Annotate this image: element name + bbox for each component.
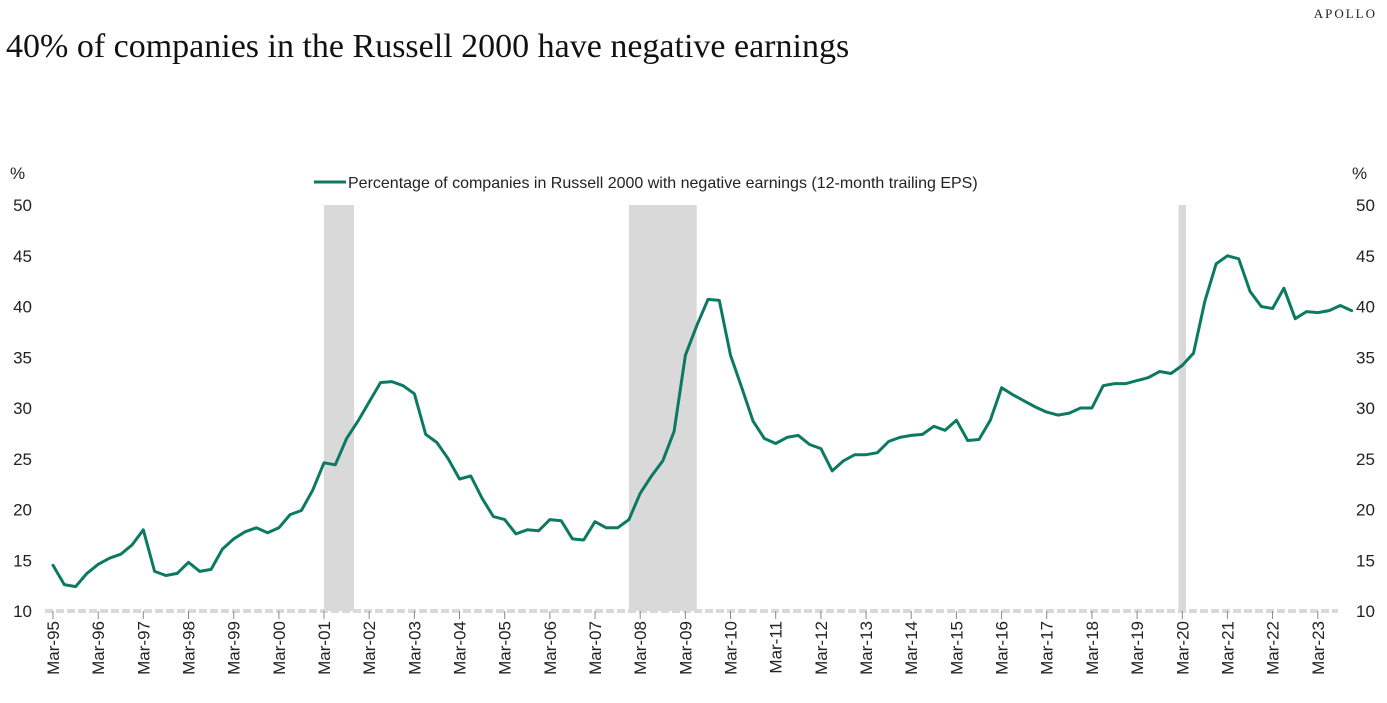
x-tick-label: Mar-97 [134, 621, 153, 675]
x-tick-label: Mar-99 [225, 621, 244, 675]
y-tick-label-right: 25 [1356, 450, 1375, 469]
x-tick-label: Mar-07 [586, 621, 605, 675]
x-tick-label: Mar-05 [496, 621, 515, 675]
x-tick-label: Mar-12 [812, 621, 831, 675]
x-tick-label: Mar-96 [89, 621, 108, 675]
y-tick-label-left: 10 [13, 602, 32, 621]
y-tick-label-right: 15 [1356, 551, 1375, 570]
legend-label: Percentage of companies in Russell 2000 … [348, 175, 978, 192]
x-tick-label: Mar-04 [451, 621, 470, 675]
x-tick-label: Mar-95 [44, 621, 63, 675]
y-tick-label-left: 40 [13, 298, 32, 317]
series-layer [51, 254, 1354, 589]
x-tick-label: Mar-19 [1128, 621, 1147, 675]
y-axis-unit-left: % [10, 164, 25, 183]
y-tick-label-left: 45 [13, 247, 32, 266]
y-tick-label-left: 25 [13, 450, 32, 469]
y-axis-unit-right: % [1352, 164, 1367, 183]
x-tick-label: Mar-21 [1218, 621, 1237, 675]
recession-band-1 [324, 205, 355, 611]
y-tick-label-right: 10 [1356, 602, 1375, 621]
x-tick-label: Mar-00 [270, 621, 289, 675]
y-tick-label-left: 15 [13, 551, 32, 570]
x-tick-label: Mar-14 [902, 621, 921, 675]
x-tick-label: Mar-08 [631, 621, 650, 675]
y-tick-label-right: 35 [1356, 348, 1375, 367]
x-tick-label: Mar-11 [767, 621, 786, 674]
axes: 10 10 15 15 20 20 25 25 30 30 35 35 40 40 45 45 50 50 Mar-… [13, 196, 1375, 675]
chart-title: 40% of companies in the Russell 2000 hav… [6, 28, 850, 65]
y-tick-label-left: 20 [13, 501, 32, 520]
recession-bands [324, 205, 1186, 611]
y-tick-label-right: 45 [1356, 247, 1375, 266]
y-tick-label-left: 30 [13, 399, 32, 418]
x-tick-label: Mar-23 [1309, 621, 1328, 675]
x-tick-label: Mar-06 [541, 621, 560, 675]
recession-band-2 [628, 205, 697, 611]
x-tick-label: Mar-10 [722, 621, 741, 675]
x-tick-label: Mar-18 [1083, 621, 1102, 675]
x-tick-label: Mar-20 [1173, 621, 1192, 675]
y-tick-label-right: 40 [1356, 298, 1375, 317]
x-tick-label: Mar-03 [405, 621, 424, 675]
x-tick-label: Mar-13 [857, 621, 876, 675]
brand-logo: APOLLO [1313, 6, 1377, 21]
legend: Percentage of companies in Russell 2000 … [314, 175, 978, 192]
x-tick-label: Mar-17 [1038, 621, 1057, 675]
x-tick-label: Mar-01 [315, 621, 334, 675]
y-tick-label-left: 50 [13, 196, 32, 215]
x-tick-label: Mar-09 [676, 621, 695, 675]
recession-band-3 [1178, 205, 1186, 611]
y-tick-label-right: 30 [1356, 399, 1375, 418]
x-tick-label: Mar-02 [360, 621, 379, 675]
y-tick-label-left: 35 [13, 348, 32, 367]
x-tick-label: Mar-15 [947, 621, 966, 675]
x-tick-label: Mar-98 [180, 621, 199, 675]
x-tick-label: Mar-16 [993, 621, 1012, 675]
y-tick-label-right: 20 [1356, 501, 1375, 520]
series-line-1 [51, 254, 1354, 589]
y-tick-label-right: 50 [1356, 196, 1375, 215]
x-tick-label: Mar-22 [1264, 621, 1283, 675]
